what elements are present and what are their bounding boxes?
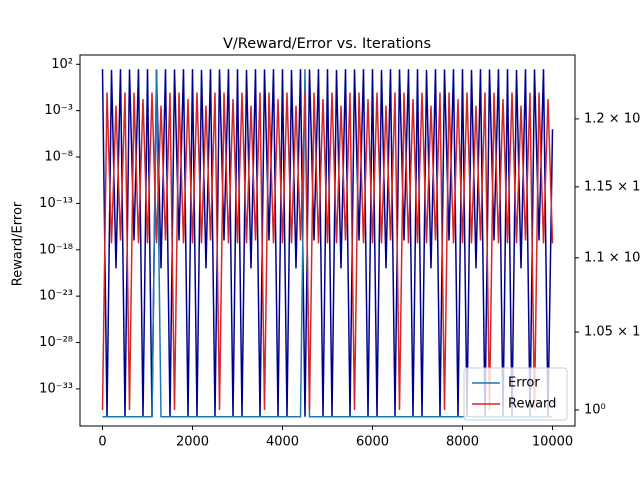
plot-area [101,69,554,418]
legend-label: Error [508,376,540,391]
y-tick-label: 10⁻³ [44,103,73,118]
x-tick-label: 2000 [176,435,209,450]
plot-frame [79,54,576,427]
y2-tick-label: 10⁰ [584,402,606,417]
x-tick-label: 8000 [446,435,479,450]
y-tick-label: 10⁻¹⁸ [39,242,73,257]
x-tick-label: 4000 [266,435,299,450]
legend-label: Reward [508,397,556,412]
y2-tick-label: 1.2 × 10 [584,111,640,126]
chart-title: V/Reward/Error vs. Iterations [223,36,431,52]
y-axis-label: Reward/Error [11,201,26,286]
y-tick-label: 10⁻²³ [39,289,73,304]
y-tick-label: 10² [51,57,73,72]
y-tick-label: 10⁻¹³ [39,196,73,211]
y-tick-label: 10⁻⁸ [44,150,73,165]
y-tick-label: 10⁻²⁸ [39,335,73,350]
y2-tick-label: 1.15 × 10 [584,179,640,194]
y2-tick-label: 1.1 × 10 [584,250,640,265]
x-tick-label: 0 [98,435,106,450]
legend-box [463,367,568,421]
y-tick-label: 10⁻³³ [39,381,73,396]
x-tick-label: 6000 [356,435,389,450]
x-tick-label: 10000 [532,435,573,450]
series-line [101,92,554,410]
y2-tick-label: 1.05 × 10 [584,325,640,340]
